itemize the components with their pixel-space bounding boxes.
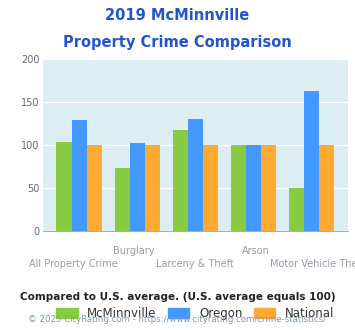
Bar — [145, 145, 160, 231]
Bar — [72, 120, 87, 231]
Bar — [261, 145, 276, 231]
Bar — [203, 145, 218, 231]
Text: 2019 McMinnville: 2019 McMinnville — [105, 8, 250, 23]
Bar — [173, 130, 188, 231]
Bar — [246, 145, 261, 231]
Bar — [130, 143, 145, 231]
Bar — [87, 145, 102, 231]
Bar — [304, 91, 319, 231]
Bar — [231, 145, 246, 231]
Bar — [319, 145, 334, 231]
Text: Property Crime Comparison: Property Crime Comparison — [63, 35, 292, 50]
Text: Larceny & Theft: Larceny & Theft — [156, 259, 234, 269]
Text: All Property Crime: All Property Crime — [29, 259, 118, 269]
Text: Arson: Arson — [242, 246, 270, 256]
Text: Compared to U.S. average. (U.S. average equals 100): Compared to U.S. average. (U.S. average … — [20, 292, 335, 302]
Text: © 2025 CityRating.com - https://www.cityrating.com/crime-statistics/: © 2025 CityRating.com - https://www.city… — [28, 315, 327, 324]
Bar — [289, 188, 304, 231]
Bar — [115, 168, 130, 231]
Legend: McMinnville, Oregon, National: McMinnville, Oregon, National — [51, 302, 339, 325]
Text: Motor Vehicle Theft: Motor Vehicle Theft — [270, 259, 355, 269]
Bar — [56, 142, 72, 231]
Text: Burglary: Burglary — [114, 246, 155, 256]
Bar — [188, 119, 203, 231]
